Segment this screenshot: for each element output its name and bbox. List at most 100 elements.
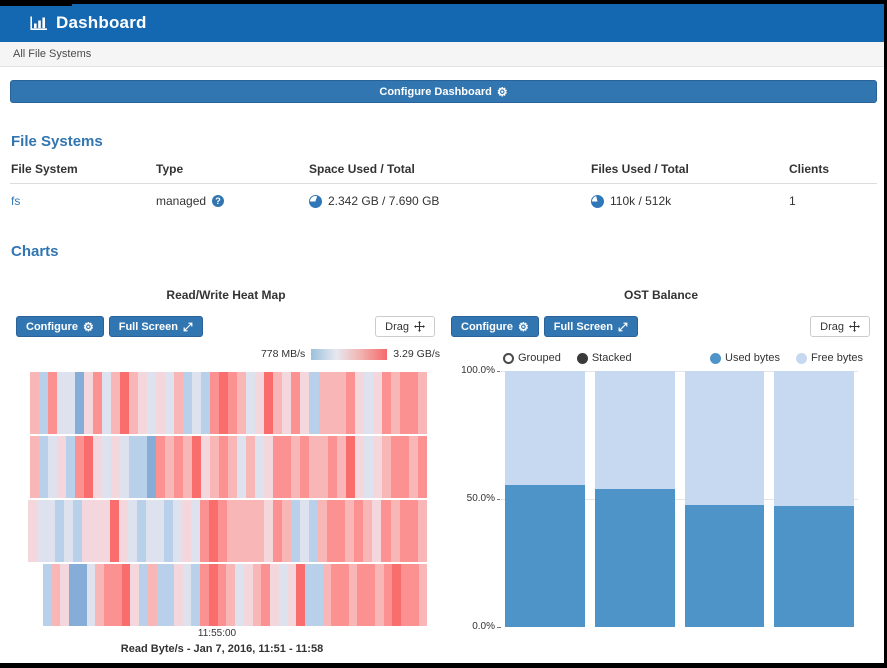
- stacked-radio[interactable]: Stacked: [576, 352, 632, 364]
- heatmap-cell[interactable]: [408, 436, 418, 498]
- heatmap-cell[interactable]: [66, 436, 76, 498]
- heatmap-cell[interactable]: [156, 372, 166, 434]
- heatmap-cell[interactable]: [57, 436, 67, 498]
- heatmap-cell[interactable]: [345, 372, 355, 434]
- heatmap-cell[interactable]: [93, 372, 103, 434]
- heatmap-cell[interactable]: [408, 372, 418, 434]
- heatmap-cell[interactable]: [174, 372, 184, 434]
- bar-segment-used[interactable]: [684, 504, 765, 627]
- heatmap-cell[interactable]: [408, 500, 418, 562]
- heatmap-cell[interactable]: [112, 564, 122, 626]
- heatmap-cell[interactable]: [147, 372, 157, 434]
- heatmap-cell[interactable]: [327, 372, 337, 434]
- heatmap-cell[interactable]: [282, 372, 292, 434]
- heatmap-cell[interactable]: [372, 436, 382, 498]
- heatmap-cell[interactable]: [208, 564, 218, 626]
- heatmap-cell[interactable]: [138, 436, 148, 498]
- heatmap-cell[interactable]: [278, 564, 288, 626]
- heatmap-cell[interactable]: [318, 372, 328, 434]
- heatmap-cell[interactable]: [191, 564, 201, 626]
- heatmap-cell[interactable]: [64, 500, 74, 562]
- heatmap-cell[interactable]: [209, 500, 219, 562]
- heatmap-cell[interactable]: [147, 436, 157, 498]
- heatmap-cell[interactable]: [226, 564, 236, 626]
- heatmap-cell[interactable]: [77, 564, 87, 626]
- heatmap-cell[interactable]: [111, 436, 121, 498]
- heatmap-cell[interactable]: [130, 564, 140, 626]
- heatmap-cell[interactable]: [111, 372, 121, 434]
- heatmap-cell[interactable]: [219, 372, 229, 434]
- heatmap-cell[interactable]: [264, 436, 274, 498]
- heatmap-cell[interactable]: [381, 372, 391, 434]
- heatmap-cell[interactable]: [345, 436, 355, 498]
- heatmap-cell[interactable]: [381, 436, 391, 498]
- heatmap-cell[interactable]: [363, 372, 373, 434]
- heatmap-cell[interactable]: [136, 500, 146, 562]
- full-screen-button[interactable]: Full Screen: [108, 316, 204, 337]
- heatmap-cell[interactable]: [39, 372, 49, 434]
- file-system-link[interactable]: fs: [11, 194, 21, 208]
- heatmap-cell[interactable]: [228, 372, 238, 434]
- heatmap-cell[interactable]: [417, 372, 427, 434]
- heatmap-cell[interactable]: [399, 500, 409, 562]
- heatmap-cell[interactable]: [263, 500, 273, 562]
- heatmap-cell[interactable]: [156, 564, 166, 626]
- heatmap-cell[interactable]: [245, 500, 255, 562]
- heatmap-cell[interactable]: [236, 500, 246, 562]
- bar-segment-used[interactable]: [505, 484, 585, 627]
- heatmap-cell[interactable]: [191, 500, 201, 562]
- heatmap-cell[interactable]: [252, 564, 262, 626]
- heatmap-cell[interactable]: [173, 500, 183, 562]
- heatmap-cell[interactable]: [254, 500, 264, 562]
- heatmap-cell[interactable]: [291, 372, 301, 434]
- heatmap-cell[interactable]: [86, 564, 96, 626]
- heatmap-cell[interactable]: [246, 436, 256, 498]
- heatmap-cell[interactable]: [417, 436, 427, 498]
- heatmap-cell[interactable]: [336, 500, 346, 562]
- legend-free-bytes[interactable]: Free bytes: [796, 352, 863, 364]
- heatmap-cell[interactable]: [322, 564, 332, 626]
- heatmap-cell[interactable]: [383, 564, 393, 626]
- heatmap-cell[interactable]: [104, 564, 113, 626]
- heatmap-cell[interactable]: [418, 564, 428, 626]
- heatmap-cell[interactable]: [357, 564, 367, 626]
- heatmap-cell[interactable]: [84, 372, 94, 434]
- heatmap-cell[interactable]: [237, 372, 247, 434]
- heatmap-cell[interactable]: [127, 500, 137, 562]
- heatmap-cell[interactable]: [46, 500, 56, 562]
- heatmap-cell[interactable]: [217, 564, 227, 626]
- heatmap-cell[interactable]: [291, 436, 301, 498]
- heatmap-cell[interactable]: [109, 500, 119, 562]
- heatmap-cell[interactable]: [39, 436, 49, 498]
- heatmap-cell[interactable]: [390, 500, 400, 562]
- heatmap-cell[interactable]: [255, 372, 265, 434]
- heatmap-cell[interactable]: [372, 372, 382, 434]
- heatmap-cell[interactable]: [192, 372, 202, 434]
- heatmap-cell[interactable]: [270, 564, 279, 626]
- heatmap-cell[interactable]: [192, 436, 202, 498]
- heatmap-cell[interactable]: [392, 564, 402, 626]
- heatmap-cell[interactable]: [43, 564, 52, 626]
- heatmap-cell[interactable]: [399, 372, 409, 434]
- heatmap-cell[interactable]: [390, 436, 400, 498]
- heatmap-cell[interactable]: [84, 436, 94, 498]
- heatmap-cell[interactable]: [348, 564, 358, 626]
- heatmap-cell[interactable]: [182, 500, 192, 562]
- heatmap-cell[interactable]: [372, 500, 382, 562]
- heatmap-cell[interactable]: [354, 372, 364, 434]
- heatmap-cell[interactable]: [183, 436, 193, 498]
- heatmap-cell[interactable]: [246, 372, 256, 434]
- heatmap-cell[interactable]: [299, 500, 309, 562]
- heatmap-cell[interactable]: [145, 500, 155, 562]
- heatmap-cell[interactable]: [336, 372, 346, 434]
- heatmap-cell[interactable]: [417, 500, 427, 562]
- bar-segment-free[interactable]: [505, 371, 585, 485]
- heatmap-cell[interactable]: [28, 500, 38, 562]
- heatmap-cell[interactable]: [336, 436, 346, 498]
- heatmap-cell[interactable]: [75, 436, 85, 498]
- configure-button[interactable]: Configure ⚙: [451, 316, 539, 337]
- heatmap-cell[interactable]: [210, 436, 220, 498]
- heatmap-cell[interactable]: [93, 436, 103, 498]
- heatmap-cell[interactable]: [409, 564, 419, 626]
- heatmap-cell[interactable]: [399, 436, 409, 498]
